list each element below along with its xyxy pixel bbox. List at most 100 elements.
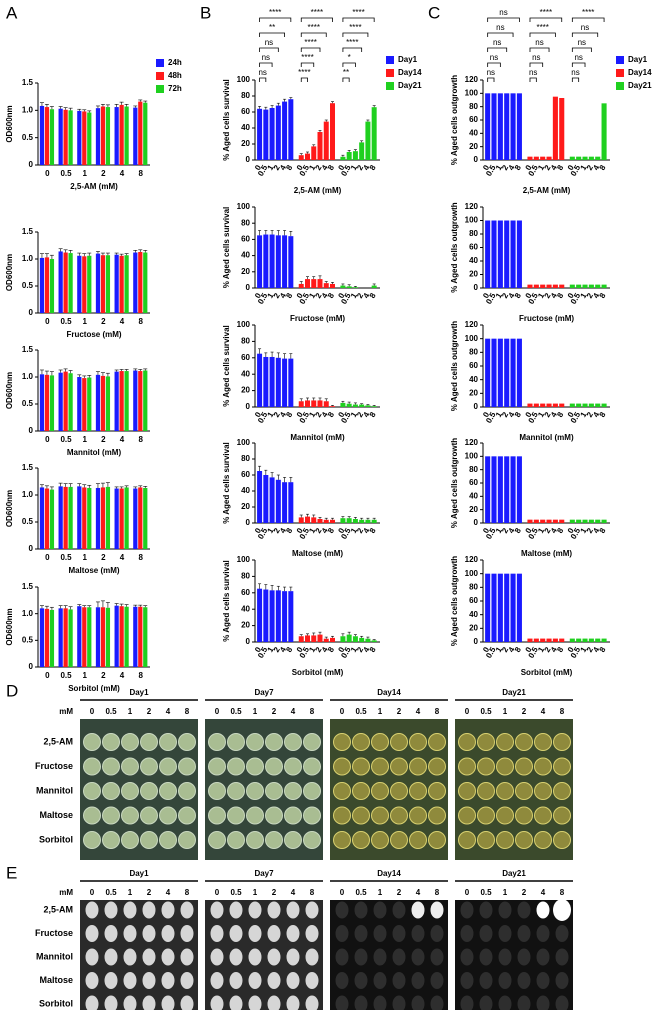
x-tick-label: 4: [278, 291, 288, 300]
bar: [63, 252, 68, 313]
bar: [95, 374, 101, 431]
y-axis-label: OD600nm: [5, 608, 14, 645]
x-tick-label: 0: [45, 169, 50, 178]
y-tick-label: 0: [29, 160, 34, 169]
concentration-label: 0: [465, 707, 470, 716]
well: [553, 782, 571, 800]
colony-spot: [536, 995, 550, 1010]
well: [496, 831, 514, 849]
significance-bracket: [571, 32, 599, 37]
x-tick-label: 8: [555, 645, 565, 654]
concentration-label: 2: [272, 888, 277, 897]
bar: [39, 105, 45, 165]
bar: [143, 370, 148, 431]
bar: [371, 107, 377, 160]
bar: [263, 109, 269, 160]
x-tick-label: 4: [120, 435, 125, 444]
y-tick-label: 0: [246, 637, 251, 646]
well: [178, 733, 196, 751]
well: [208, 757, 226, 776]
bar: [49, 259, 55, 313]
significance-bracket: [259, 32, 285, 37]
colony-spot: [430, 948, 444, 966]
well: [409, 782, 427, 800]
bar: [552, 403, 558, 407]
well: [409, 806, 427, 825]
bar: [559, 519, 565, 523]
legend-label: Day1: [398, 55, 418, 64]
y-axis-label: % Aged cells outgrowth: [450, 438, 459, 528]
concentration-label: 4: [541, 888, 546, 897]
colony-spot: [373, 925, 387, 942]
concentration-label: 0.5: [355, 707, 367, 716]
bar: [588, 519, 594, 523]
x-tick-label: 8: [326, 410, 336, 419]
x-tick-label: 2: [543, 410, 553, 419]
colony-spot: [517, 925, 531, 942]
bar: [44, 488, 50, 549]
bar: [82, 256, 87, 313]
bar: [105, 486, 111, 549]
colony-spot: [536, 901, 550, 919]
bar: [510, 93, 516, 160]
x-tick-label: 2: [272, 410, 282, 419]
colony-spot: [430, 901, 444, 919]
y-tick-label: 120: [465, 438, 479, 447]
bar: [87, 255, 92, 313]
x-tick-label: 2: [543, 645, 553, 654]
bar: [95, 487, 101, 549]
bar: [582, 284, 588, 288]
bar: [311, 400, 317, 407]
x-tick-label: 4: [361, 163, 371, 172]
bar: [601, 103, 607, 160]
x-tick-label: 8: [598, 291, 608, 300]
y-tick-label: 60: [241, 235, 250, 244]
bar: [352, 287, 358, 288]
bar: [68, 253, 73, 313]
colony-spot: [460, 995, 474, 1010]
bar: [527, 403, 533, 407]
bar: [269, 356, 275, 407]
well: [458, 806, 476, 825]
bar: [288, 358, 294, 407]
bar: [516, 93, 522, 160]
y-tick-label: 100: [237, 75, 251, 84]
colony-spot: [123, 995, 137, 1010]
concentration-label: 0: [90, 888, 95, 897]
bar: [311, 146, 317, 160]
colony-spot: [248, 972, 262, 989]
x-tick-label: 4: [320, 410, 330, 419]
x-tick-label: 2: [585, 410, 595, 419]
well: [458, 733, 476, 751]
bar: [552, 638, 558, 642]
y-tick-label: 80: [469, 229, 478, 238]
bar: [601, 403, 607, 407]
y-tick-label: 60: [241, 470, 250, 479]
x-tick-label: 4: [507, 526, 517, 535]
well: [352, 831, 370, 849]
y-tick-label: 80: [241, 572, 250, 581]
x-tick-label: 8: [284, 291, 294, 300]
colony-spot: [286, 901, 300, 919]
significance-bracket: [259, 77, 267, 82]
bar: [491, 338, 497, 407]
bar: [533, 156, 539, 160]
concentration-label: 2: [397, 888, 402, 897]
x-tick-label: 8: [555, 163, 565, 172]
concentration-label: 0: [215, 707, 220, 716]
bar: [39, 257, 45, 313]
well: [428, 782, 446, 800]
well: [333, 733, 351, 751]
bar: [87, 487, 92, 549]
bar: [269, 108, 275, 160]
colony-spot: [85, 972, 99, 989]
significance-bracket: [342, 62, 356, 67]
bar: [323, 121, 329, 160]
colony-spot: [460, 901, 474, 919]
y-tick-label: 20: [469, 142, 478, 151]
day-label: Day1: [129, 869, 149, 878]
bar: [77, 110, 82, 165]
well: [102, 806, 120, 825]
significance-label: ****: [311, 8, 323, 17]
x-tick-label: 8: [513, 291, 523, 300]
